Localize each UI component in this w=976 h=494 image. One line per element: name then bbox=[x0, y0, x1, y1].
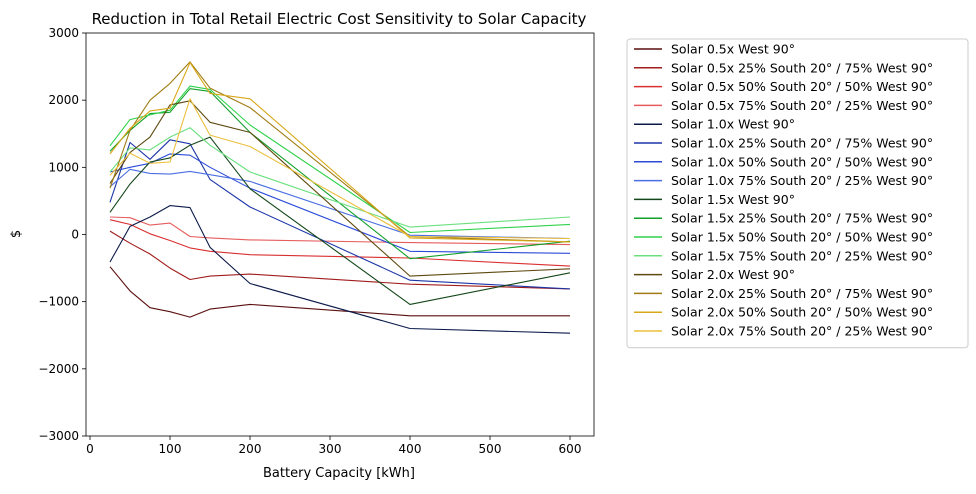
series-line-7 bbox=[109, 153, 571, 254]
series-line-9 bbox=[109, 136, 571, 305]
x-tick-label: 500 bbox=[479, 442, 502, 456]
plot-area: 0 100 200 300 400 500 600 −3000 −2000 −1000 0 1000 2… bbox=[38, 26, 595, 456]
legend-entry: Solar 2.0x 50% South 20° / 50% West 90° bbox=[671, 305, 933, 320]
legend-entry: Solar 0.5x 50% South 20° / 50% West 90° bbox=[671, 79, 933, 94]
series-line-14 bbox=[109, 61, 571, 243]
y-tick-label: −3000 bbox=[38, 429, 79, 443]
series-line-16 bbox=[109, 98, 571, 240]
y-tick-label: −2000 bbox=[38, 362, 79, 376]
legend-entry: Solar 0.5x 25% South 20° / 75% West 90° bbox=[671, 60, 933, 75]
series-line-6 bbox=[109, 139, 571, 290]
y-tick-label: 1000 bbox=[48, 160, 79, 174]
x-tick-label: 100 bbox=[159, 442, 182, 456]
series-line-12 bbox=[109, 127, 571, 228]
legend-entry: Solar 2.0x 25% South 20° / 75% West 90° bbox=[671, 286, 933, 301]
plot-frame bbox=[85, 32, 595, 437]
series-line-5 bbox=[109, 205, 571, 334]
series-line-13 bbox=[109, 100, 571, 277]
legend-entry: Solar 1.5x 50% South 20° / 50% West 90° bbox=[671, 230, 933, 245]
series-line-11 bbox=[109, 85, 571, 234]
x-tick-label: 400 bbox=[399, 442, 422, 456]
legend-entry: Solar 2.0x West 90° bbox=[671, 267, 795, 282]
legend-entry: Solar 0.5x West 90° bbox=[671, 42, 795, 57]
legend-entry: Solar 1.0x West 90° bbox=[671, 117, 795, 132]
series-line-10 bbox=[109, 88, 571, 260]
series-line-4 bbox=[109, 216, 571, 246]
y-axis-label: $ bbox=[9, 230, 24, 238]
chart-title: Reduction in Total Retail Electric Cost … bbox=[92, 10, 587, 28]
legend-entry: Solar 1.5x West 90° bbox=[671, 192, 795, 207]
legend-entry: Solar 1.0x 75% South 20° / 25% West 90° bbox=[671, 173, 933, 188]
series-line-1 bbox=[109, 266, 570, 318]
series-line-15 bbox=[109, 62, 571, 243]
legend-entry: Solar 1.0x 50% South 20° / 50% West 90° bbox=[671, 154, 933, 169]
y-tick-label: −1000 bbox=[38, 295, 79, 309]
y-tick-label: 3000 bbox=[48, 26, 79, 40]
legend-entry: Solar 1.0x 25% South 20° / 75% West 90° bbox=[671, 136, 933, 151]
x-axis-label: Battery Capacity [kWh] bbox=[263, 466, 415, 481]
x-tick-label: 0 bbox=[86, 442, 94, 456]
series-line-2 bbox=[109, 230, 571, 290]
legend-entry: Solar 1.5x 75% South 20° / 25% West 90° bbox=[671, 248, 933, 263]
x-tick-label: 600 bbox=[559, 442, 582, 456]
legend-entry: Solar 2.0x 75% South 20° / 25% West 90° bbox=[671, 324, 933, 339]
series-line-3 bbox=[109, 219, 571, 267]
y-tick-label: 2000 bbox=[48, 93, 79, 107]
y-tick-label: 0 bbox=[71, 228, 79, 242]
x-tick-label: 200 bbox=[239, 442, 262, 456]
legend: Solar 0.5x West 90° Solar 0.5x 25% South … bbox=[626, 38, 969, 349]
x-tick-label: 300 bbox=[319, 442, 342, 456]
legend-box bbox=[626, 38, 969, 349]
legend-entry: Solar 1.5x 25% South 20° / 75% West 90° bbox=[671, 211, 933, 226]
legend-entry: Solar 0.5x 75% South 20° / 25% West 90° bbox=[671, 98, 933, 113]
